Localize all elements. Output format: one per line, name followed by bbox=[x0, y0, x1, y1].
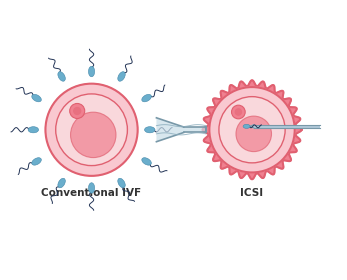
Circle shape bbox=[70, 112, 116, 158]
Text: ICSI: ICSI bbox=[240, 188, 264, 198]
Circle shape bbox=[219, 97, 285, 163]
Ellipse shape bbox=[32, 94, 41, 102]
Ellipse shape bbox=[142, 94, 151, 102]
Circle shape bbox=[235, 109, 242, 115]
Circle shape bbox=[70, 104, 85, 118]
Polygon shape bbox=[249, 125, 254, 128]
Polygon shape bbox=[156, 118, 206, 142]
Ellipse shape bbox=[28, 127, 39, 133]
Text: Conventional IVF: Conventional IVF bbox=[42, 188, 142, 198]
Circle shape bbox=[45, 84, 138, 176]
Ellipse shape bbox=[58, 72, 65, 81]
Circle shape bbox=[74, 108, 81, 115]
Ellipse shape bbox=[118, 178, 125, 188]
Ellipse shape bbox=[243, 124, 250, 129]
Polygon shape bbox=[203, 80, 302, 179]
Ellipse shape bbox=[58, 178, 65, 188]
Circle shape bbox=[56, 94, 127, 165]
Circle shape bbox=[231, 105, 245, 119]
Ellipse shape bbox=[88, 66, 95, 77]
Ellipse shape bbox=[145, 127, 155, 133]
Ellipse shape bbox=[142, 158, 151, 165]
Ellipse shape bbox=[88, 183, 95, 193]
Circle shape bbox=[236, 116, 271, 151]
Ellipse shape bbox=[32, 158, 41, 165]
Circle shape bbox=[209, 87, 295, 172]
Ellipse shape bbox=[118, 72, 125, 81]
